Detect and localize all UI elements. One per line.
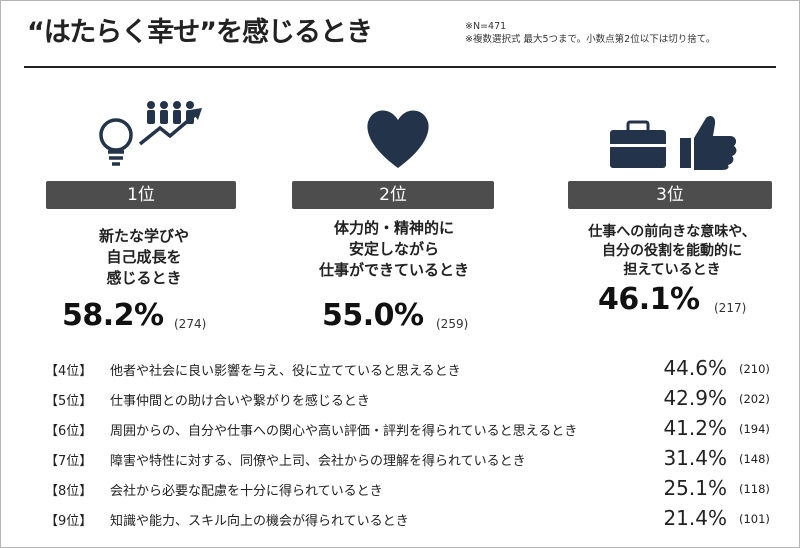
rank-1-percent: 58.2%: [62, 298, 164, 333]
rank-2-count: (259): [436, 317, 469, 331]
rank-2-icons: [367, 110, 429, 168]
rank-3-line-2: 自分の役割を能動的に: [602, 243, 742, 259]
item-percent: 31.4%: [663, 446, 727, 470]
note-sample-size: ※N=471: [465, 21, 507, 32]
notes: ※N=471 ※複数選択式 最大5つまで。小数点第2位以下は切り捨て。: [465, 20, 715, 46]
list-item: 【4位】 他者や社会に良い影響を与え、役に立てていると思えるとき 44.6% (…: [45, 355, 775, 385]
rank-3-line-3: 担えているとき: [623, 262, 721, 278]
rank-3-count: (217): [714, 301, 747, 315]
rank-1-badge: 1位: [46, 181, 236, 209]
ranking-list: 【4位】 他者や社会に良い影響を与え、役に立てていると思えるとき 44.6% (…: [45, 355, 775, 535]
rank-1-line-3: 感じるとき: [106, 269, 182, 287]
item-percent: 41.2%: [663, 416, 727, 440]
list-item: 【9位】 知識や能力、スキル向上の機会が得られているとき 21.4% (101): [45, 505, 775, 535]
rank-3-badge: 3位: [568, 181, 772, 209]
rank-label: 【9位】: [45, 514, 93, 529]
rank-1-icons: [99, 101, 202, 166]
rank-2-badge: 2位: [292, 181, 494, 209]
chart-title: “はたらく幸せ”を感じるとき: [27, 17, 373, 48]
people-growth-arrow-icon: [138, 101, 202, 146]
rank-2-percent: 55.0%: [322, 298, 424, 333]
rank-2-description: 体力的・精神的に 安定しながら 仕事ができているとき: [274, 218, 514, 281]
list-item: 【7位】 障害や特性に対する、同僚や上司、会社からの理解を得られているとき 31…: [45, 445, 775, 475]
item-count: (210): [739, 362, 770, 376]
rank-label: 【8位】: [45, 484, 93, 499]
item-percent: 44.6%: [663, 356, 727, 380]
rank-label: 【7位】: [45, 454, 93, 469]
rank-2-line-2: 安定しながら: [348, 240, 439, 258]
rank-3-description: 仕事への前向きな意味や、 自分の役割を能動的に 担えているとき: [552, 223, 792, 280]
rank-label: 【6位】: [45, 424, 93, 439]
item-label: 障害や特性に対する、同僚や上司、会社からの理解を得られているとき: [110, 454, 526, 469]
list-item: 【5位】 仕事仲間との助け合いや繋がりを感じるとき 42.9% (202): [45, 385, 775, 415]
thumbs-up-icon: [680, 116, 737, 170]
rank-3-line-1: 仕事への前向きな意味や、: [588, 224, 756, 240]
list-item: 【6位】 周囲からの、自分や仕事への関心や高い評価・評判を得られていると思えると…: [45, 415, 775, 445]
item-label: 他者や社会に良い影響を与え、役に立てていると思えるとき: [110, 364, 461, 379]
item-percent: 25.1%: [663, 476, 727, 500]
rank-2-line-1: 体力的・精神的に: [333, 219, 454, 237]
rank-2-line-3: 仕事ができているとき: [318, 261, 469, 279]
heart-icon: [367, 110, 429, 168]
item-count: (101): [739, 512, 770, 526]
rank-3-percent: 46.1%: [598, 282, 700, 317]
item-count: (194): [739, 422, 770, 436]
lightbulb-icon: [99, 118, 133, 166]
item-count: (148): [739, 452, 770, 466]
item-label: 知識や能力、スキル向上の機会が得られているとき: [110, 514, 409, 529]
rank-3-icons: [610, 116, 737, 170]
item-count: (118): [739, 482, 770, 496]
rank-1-count: (274): [174, 317, 207, 331]
note-method: ※複数選択式 最大5つまで。小数点第2位以下は切り捨て。: [465, 34, 716, 45]
briefcase-icon: [610, 120, 666, 168]
rank-1-line-2: 自己成長を: [106, 248, 182, 266]
rank-1-line-1: 新たな学びや: [98, 227, 189, 245]
item-label: 周囲からの、自分や仕事への関心や高い評価・評判を得られていると思えるとき: [110, 424, 578, 439]
title-divider: [24, 66, 776, 68]
item-percent: 42.9%: [663, 386, 727, 410]
rank-label: 【5位】: [45, 394, 93, 409]
item-count: (202): [739, 392, 770, 406]
item-label: 仕事仲間との助け合いや繋がりを感じるとき: [110, 394, 370, 409]
rank-1-description: 新たな学びや 自己成長を 感じるとき: [24, 226, 264, 289]
list-item: 【8位】 会社から必要な配慮を十分に得られているとき 25.1% (118): [45, 475, 775, 505]
item-label: 会社から必要な配慮を十分に得られているとき: [110, 484, 383, 499]
rank-label: 【4位】: [45, 364, 93, 379]
item-percent: 21.4%: [663, 506, 727, 530]
